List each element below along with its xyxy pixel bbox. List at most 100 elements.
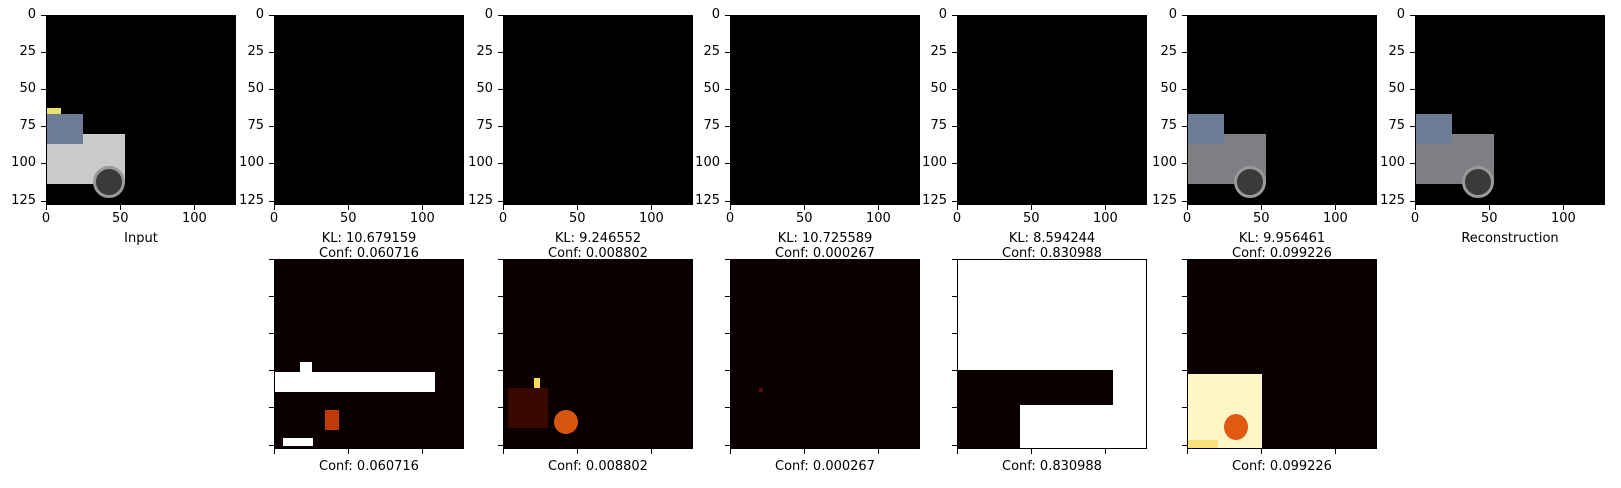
top-5-xtick-label: 100 [1093,211,1118,226]
bottom-5-ytick [1182,259,1187,260]
bottom-3-ytick [725,259,730,260]
top-6-xtick-label: 0 [1182,211,1192,226]
top-5-ytick-label: 0 [938,7,947,22]
car-wheel [1462,166,1494,198]
top-2-ytick-label: 100 [239,155,264,171]
top-1-ytick [41,163,46,165]
top-5-ytick [952,15,957,16]
top-5-ytick-label: 25 [930,44,947,60]
bottom-4-xtick [1105,449,1107,454]
mask-blob [300,362,312,378]
top-5-ytick [952,200,957,202]
top-6-ytick [1182,200,1187,202]
top-6-ytick [1182,126,1187,128]
kl-label-2: KL: 9.246552 [554,231,642,246]
top-4-ytick-label: 50 [703,81,720,97]
top-conf-label-3: Conf: 0.000267 [775,246,875,261]
top-5-xtick [1105,205,1107,210]
top-5-xtick [957,205,958,210]
top-1-xtick-label: 0 [41,211,51,226]
bottom-5-xtick [1335,449,1337,454]
bottom-2-ytick [498,333,503,335]
bottom-2-ytick [498,296,503,298]
top-7-ytick-label: 50 [1388,81,1405,97]
top-2-ytick-label: 75 [247,118,264,134]
top-1-ytick-label: 50 [19,81,36,97]
top-1-ytick [41,200,46,202]
bottom-2-xtick [577,449,579,454]
top-conf-label-5: Conf: 0.099226 [1232,246,1332,261]
top-6-ytick [1182,163,1187,165]
top-2-xtick [274,205,275,210]
top-1-ytick [41,89,46,91]
bottom-3-xtick [878,449,880,454]
top-7-ytick [1410,163,1415,165]
bottom-3-ytick [725,444,730,446]
top-7-ytick-label: 75 [1388,118,1405,134]
top-5-ytick-label: 75 [930,118,947,134]
mask-blob [325,410,339,430]
top-6-ytick-label: 0 [1168,7,1177,22]
top-1-ytick-label: 75 [19,118,36,134]
mask-blob [1224,414,1248,440]
top-7-xtick [1489,205,1491,210]
top-6-xtick-label: 50 [1252,211,1270,226]
top-2-xtick-label: 0 [269,211,279,226]
top-6-xtick [1187,205,1188,210]
bottom-3-ytick [725,296,730,298]
bottom-4-ytick [952,333,957,335]
mask-panel-1 [274,259,464,449]
top-2-ytick [269,89,274,91]
kl-label-1: KL: 10.679159 [321,231,417,246]
mask-blob [1188,374,1262,448]
top-5-xtick [1031,205,1033,210]
top-3-ytick [498,126,503,128]
top-4-xtick-label: 0 [725,211,735,226]
bottom-5-xtick [1261,449,1263,454]
bottom-5-ytick [1182,444,1187,446]
top-7-xtick [1415,205,1416,210]
top-7-ytick-label: 125 [1380,192,1405,208]
car-cabin [47,114,83,144]
bottom-4-ytick [952,370,957,372]
bottom-1-ytick [269,259,274,260]
top-2-ytick [269,126,274,128]
top-6-ytick [1182,15,1187,16]
top-5-xtick-label: 50 [1022,211,1040,226]
bottom-4-ytick [952,296,957,298]
top-3-ytick-label: 125 [468,192,493,208]
top-6-ytick-label: 125 [1152,192,1177,208]
top-2-ytick-label: 125 [239,192,264,208]
top-7-ytick-label: 0 [1396,7,1405,22]
top-4-xtick-label: 50 [795,211,813,226]
top-4-xtick [730,205,731,210]
top-4-ytick [725,126,730,128]
top-2-ytick [269,200,274,202]
top-4-ytick [725,200,730,202]
bottom-5-ytick [1182,370,1187,372]
top-2-ytick-label: 25 [247,44,264,60]
top-6-xtick-label: 100 [1323,211,1348,226]
bottom-1-ytick [269,296,274,298]
caption-top-7: Reconstruction [1461,231,1559,246]
bottom-conf-label-2: Conf: 0.008802 [548,459,648,474]
top-4-ytick [725,52,730,54]
bottom-1-ytick [269,370,274,372]
bottom-4-xtick [1031,449,1033,454]
bottom-5-ytick [1182,333,1187,335]
top-6-ytick-label: 75 [1160,118,1177,134]
bottom-1-ytick [269,444,274,446]
top-1-ytick-label: 100 [11,155,36,171]
caption-top-1: Input [124,231,158,246]
mask-dark [958,400,1020,448]
top-6-xtick [1261,205,1263,210]
top-3-xtick-label: 100 [639,211,664,226]
top-1-ytick [41,126,46,128]
top-6-ytick [1182,52,1187,54]
top-3-ytick-label: 50 [476,81,493,97]
top-4-xtick [878,205,880,210]
top-7-ytick [1410,89,1415,91]
bottom-1-ytick [269,333,274,335]
mask-blob [1188,440,1218,448]
top-4-ytick [725,89,730,91]
